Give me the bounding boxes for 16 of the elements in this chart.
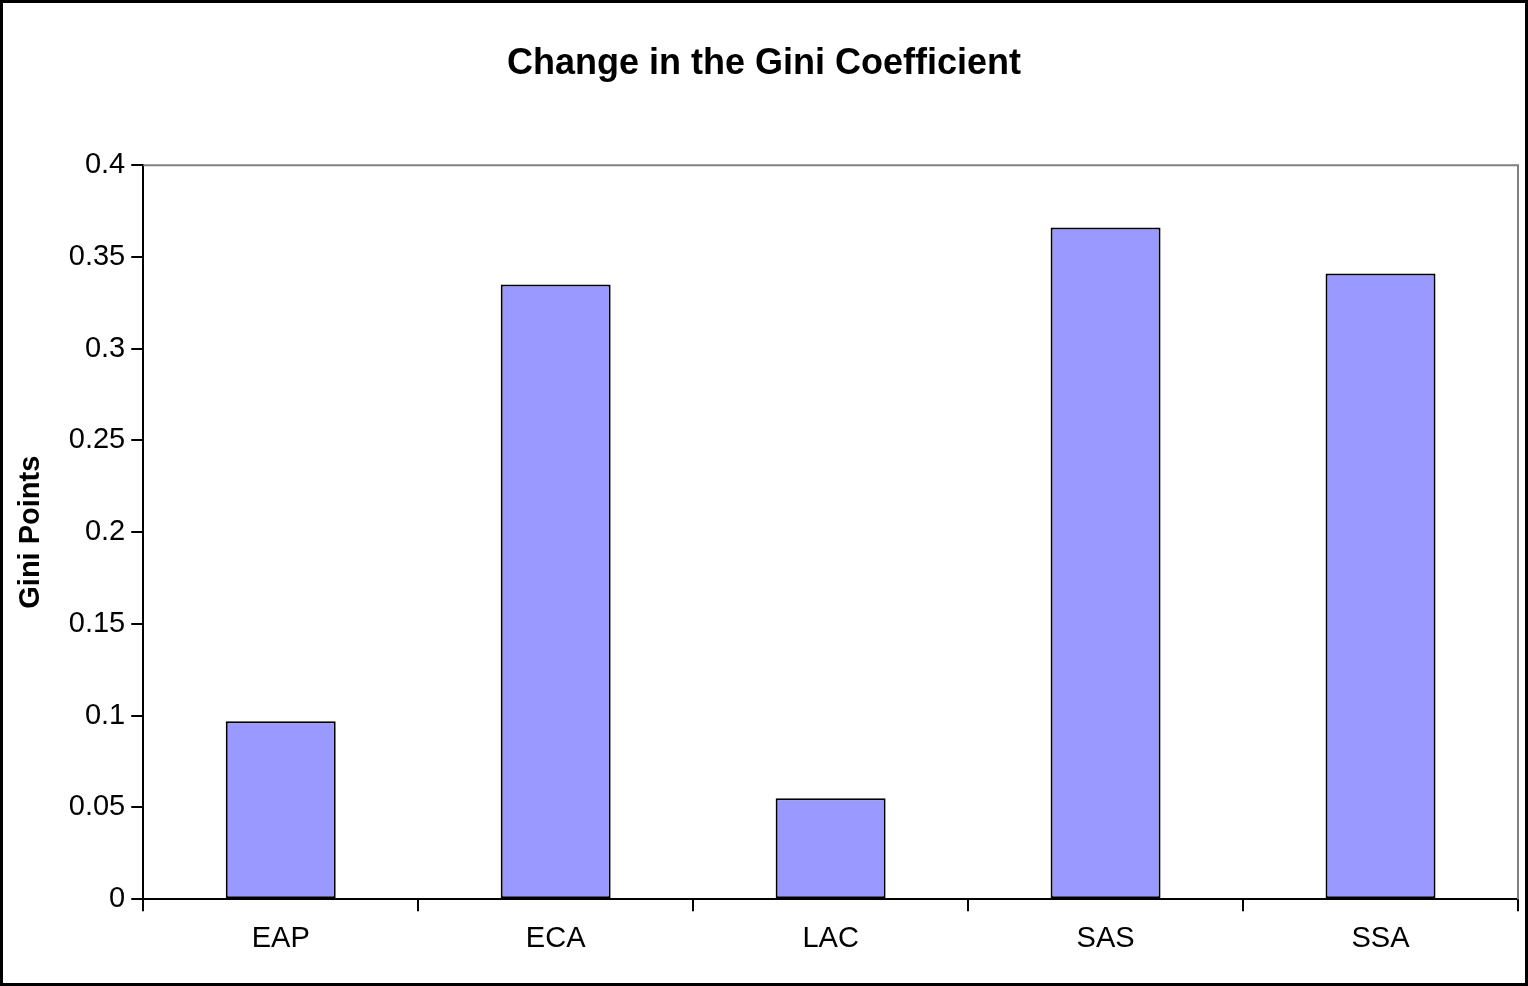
x-tick-label: LAC: [802, 920, 859, 953]
x-tick-label: SSA: [1351, 920, 1411, 953]
y-tick-label: 0.4: [84, 147, 126, 180]
y-tick-label: 0.05: [68, 789, 126, 822]
y-tick-label: 0.25: [68, 422, 126, 455]
y-tick-label: 0.3: [84, 330, 126, 363]
x-tick-label: EAP: [251, 920, 310, 953]
y-tick-label: 0.15: [68, 605, 126, 638]
y-tick-label: 0.1: [84, 697, 126, 730]
chart-title: Change in the Gini Coefficient: [506, 40, 1022, 82]
y-tick-label: 0.2: [84, 514, 126, 547]
y-tick-label: 0.35: [68, 238, 126, 271]
x-tick-label: ECA: [525, 920, 587, 953]
x-tick-label: SAS: [1076, 920, 1135, 953]
y-axis-title: Gini Points: [13, 455, 46, 609]
y-tick-label: 0: [109, 881, 126, 914]
